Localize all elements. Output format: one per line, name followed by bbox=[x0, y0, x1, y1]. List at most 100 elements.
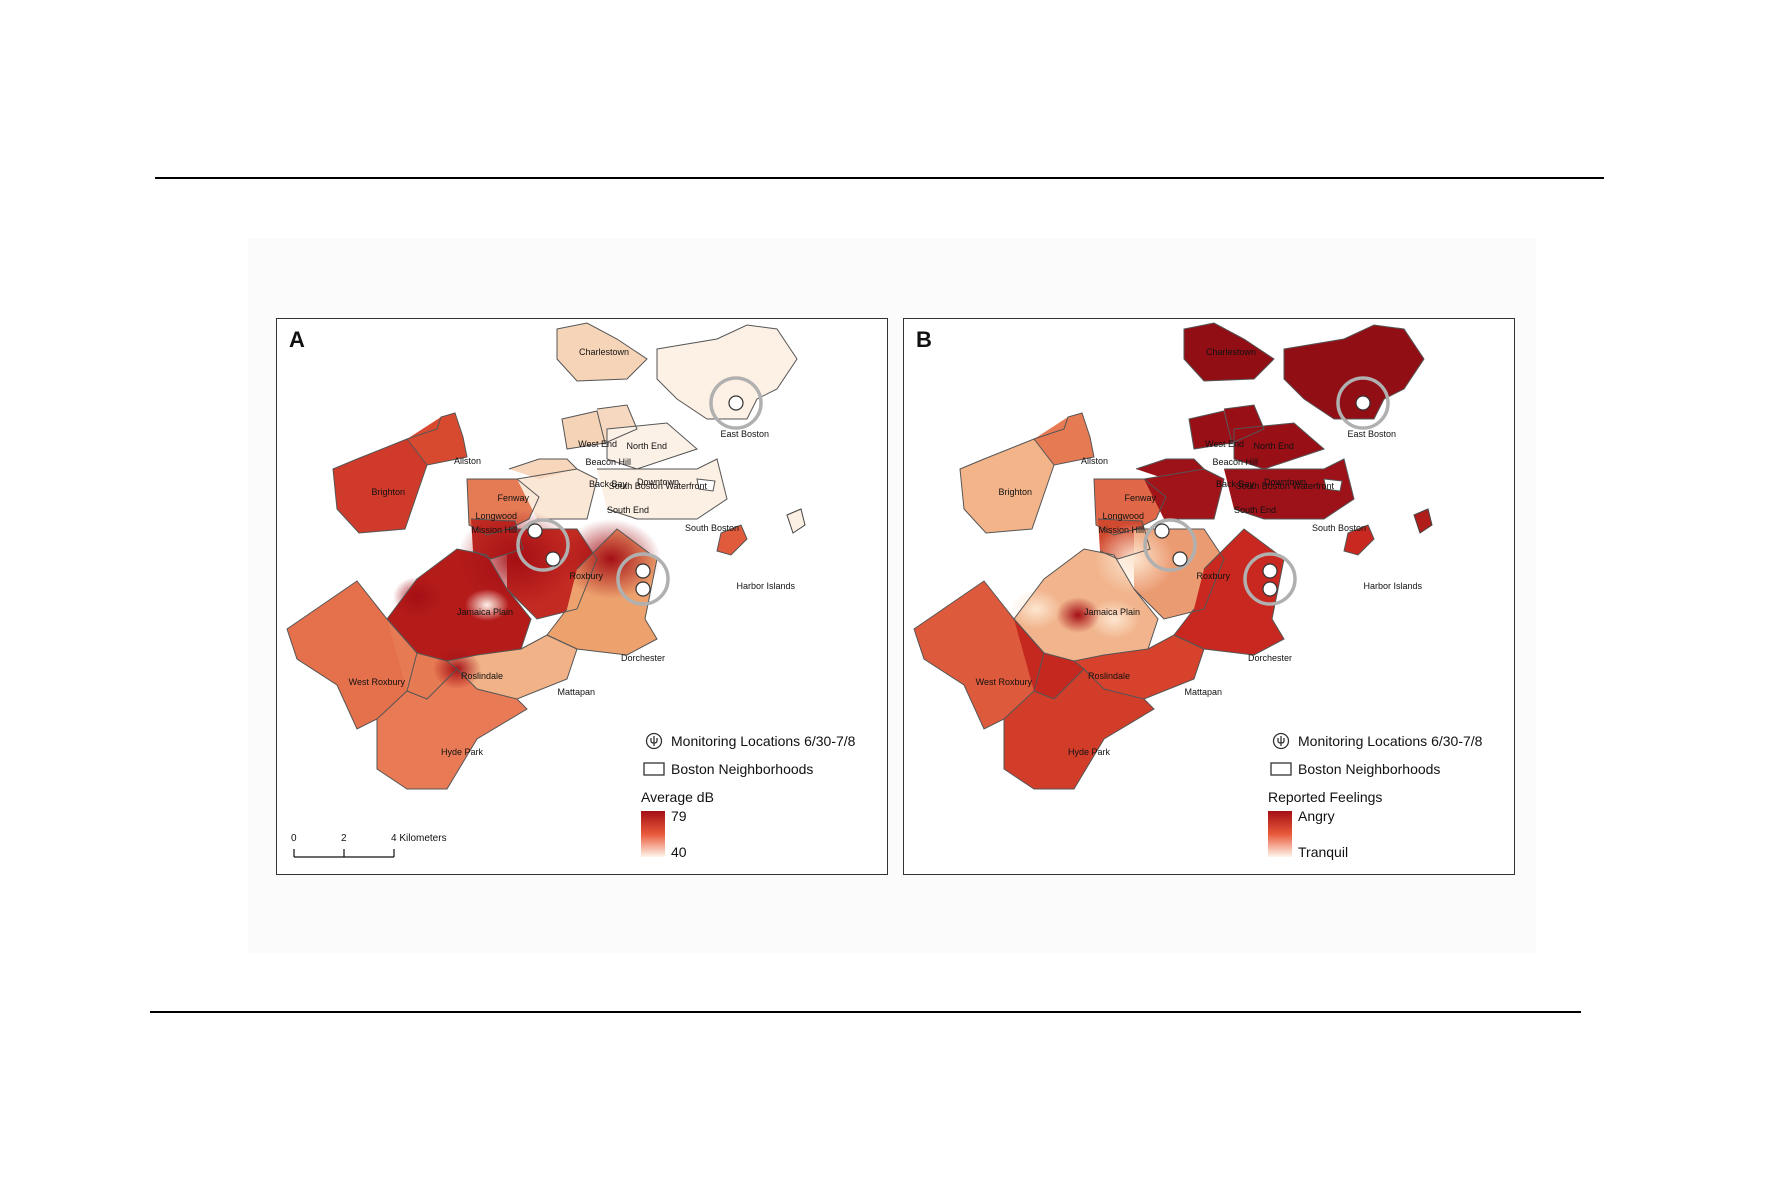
label-roxbury: Roxbury bbox=[569, 571, 603, 581]
label-brighton: Brighton bbox=[371, 487, 405, 497]
legend-a-hood-label: Boston Neighborhoods bbox=[671, 761, 814, 777]
hood-hyde-park-b bbox=[1004, 669, 1154, 789]
monitor-markers-b bbox=[1154, 395, 1371, 597]
label-south-end: South End bbox=[607, 505, 649, 515]
hood-harbor-islands bbox=[717, 525, 747, 555]
hood-sbw-b bbox=[1234, 423, 1324, 469]
label-b-roslindale: Roslindale bbox=[1088, 671, 1130, 681]
hood-south-boston bbox=[597, 459, 727, 519]
label-b-longwood: Longwood bbox=[1102, 511, 1144, 521]
panel-b-letter: B bbox=[916, 327, 932, 352]
label-b-mattapan: Mattapan bbox=[1184, 687, 1222, 697]
label-east-boston: East Boston bbox=[720, 429, 769, 439]
hood-harbor-islands-2 bbox=[786, 508, 806, 534]
panel-a-letter: A bbox=[289, 327, 305, 352]
monitor-icon bbox=[641, 732, 667, 750]
legend-a-ramp: 79 40 bbox=[641, 808, 881, 860]
label-dorchester: Dorchester bbox=[621, 653, 665, 663]
neighborhood-swatch-icon bbox=[1268, 762, 1294, 776]
legend-a-hood-row: Boston Neighborhoods bbox=[641, 755, 881, 783]
monitor-rings-b bbox=[1143, 376, 1390, 606]
legend-a: Monitoring Locations 6/30-7/8 Boston Nei… bbox=[641, 727, 881, 860]
label-sb-waterfront: South Boston Waterfront bbox=[609, 481, 708, 491]
hood-back-bay-b bbox=[1136, 459, 1204, 479]
label-b-west-roxbury: West Roxbury bbox=[976, 677, 1033, 687]
map-a-canvas: Charlestown East Boston West End North E… bbox=[286, 322, 806, 790]
hood-west-roxbury-b bbox=[914, 581, 1044, 729]
hotspots-b bbox=[1010, 523, 1174, 639]
legend-b-ramp-low: Tranquil bbox=[1298, 844, 1349, 860]
legend-a-ramp-low: 40 bbox=[671, 844, 687, 860]
monitor-icon bbox=[1268, 732, 1294, 750]
label-b-allston: Allston bbox=[1081, 456, 1108, 466]
label-b-south-end: South End bbox=[1234, 505, 1276, 515]
hood-west-roxbury bbox=[287, 581, 417, 729]
label-b-east-boston: East Boston bbox=[1347, 429, 1396, 439]
hood-south-end bbox=[517, 469, 597, 519]
neighborhood-labels-b: Charlestown East Boston West End North E… bbox=[976, 347, 1423, 757]
hood-south-end-b bbox=[1144, 469, 1224, 519]
legend-b-ramp-high: Angry bbox=[1298, 808, 1335, 824]
hood-harbor-islands-b bbox=[1344, 525, 1374, 555]
neighborhood-outlines-a bbox=[286, 322, 798, 790]
label-b-fenway: Fenway bbox=[1124, 493, 1156, 503]
hood-sb-waterfront bbox=[607, 423, 697, 469]
hood-east-boston-b bbox=[1284, 325, 1424, 419]
label-b-downtown: Downtown bbox=[1264, 477, 1306, 487]
label-south-boston: South Boston bbox=[685, 523, 739, 533]
label-hyde-park: Hyde Park bbox=[441, 747, 484, 757]
label-mission-hill: Mission Hill bbox=[471, 525, 517, 535]
legend-a-ramp-bar bbox=[641, 811, 665, 857]
legend-b-ramp-title: Reported Feelings bbox=[1268, 789, 1383, 805]
label-jamaica-plain: Jamaica Plain bbox=[457, 607, 513, 617]
hood-harbor-islands-b2 bbox=[1413, 508, 1433, 534]
bottom-rule bbox=[150, 1011, 1581, 1013]
hood-back-bay bbox=[509, 459, 577, 479]
hood-dorchester-b bbox=[1174, 529, 1284, 655]
legend-a-ramp-high: 79 bbox=[671, 808, 687, 824]
monitor-rings-a bbox=[516, 376, 763, 606]
label-b-roxbury: Roxbury bbox=[1196, 571, 1230, 581]
legend-a-ramp-title: Average dB bbox=[641, 789, 714, 805]
label-b-hyde-park: Hyde Park bbox=[1068, 747, 1111, 757]
map-panel-b: Charlestown East Boston West End North E… bbox=[903, 318, 1515, 875]
neighborhood-labels-a: Charlestown East Boston West End North E… bbox=[349, 347, 796, 757]
legend-b-hood-label: Boston Neighborhoods bbox=[1298, 761, 1441, 777]
hood-mattapan bbox=[447, 635, 577, 699]
legend-b: Monitoring Locations 6/30-7/8 Boston Nei… bbox=[1268, 727, 1508, 860]
hood-hyde-park bbox=[377, 669, 527, 789]
hood-charlestown-b bbox=[1184, 323, 1274, 381]
label-downtown: Downtown bbox=[637, 477, 679, 487]
top-rule bbox=[155, 177, 1604, 179]
label-b-jamaica-plain: Jamaica Plain bbox=[1084, 607, 1140, 617]
label-fenway: Fenway bbox=[497, 493, 529, 503]
hood-beacon-westend bbox=[562, 411, 605, 449]
legend-b-hood-row: Boston Neighborhoods bbox=[1268, 755, 1508, 783]
label-charlestown: Charlestown bbox=[579, 347, 629, 357]
hood-beacon-b bbox=[1189, 411, 1232, 449]
map-panel-a: Charlestown East Boston West End North E… bbox=[276, 318, 888, 875]
hood-south-boston-b bbox=[1224, 459, 1354, 519]
label-b-mission-hill: Mission Hill bbox=[1098, 525, 1144, 535]
label-b-north-end: North End bbox=[1253, 441, 1294, 451]
scale-tick-0: 0 bbox=[291, 833, 297, 844]
label-beacon-hill: Beacon Hill bbox=[585, 457, 631, 467]
label-roslindale: Roslindale bbox=[461, 671, 503, 681]
monitor-markers-a bbox=[527, 395, 744, 597]
label-b-south-boston: South Boston bbox=[1312, 523, 1366, 533]
label-b-sb-waterfront: South Boston Waterfront bbox=[1236, 481, 1335, 491]
label-b-dorchester: Dorchester bbox=[1248, 653, 1292, 663]
scale-bar: 0 2 4 Kilometers bbox=[291, 833, 447, 873]
label-harbor-islands: Harbor Islands bbox=[736, 581, 795, 591]
label-b-beacon-hill: Beacon Hill bbox=[1212, 457, 1258, 467]
label-longwood: Longwood bbox=[475, 511, 517, 521]
hotspots-a bbox=[393, 509, 661, 689]
label-west-end: West End bbox=[578, 439, 617, 449]
label-b-back-bay: Back Bay bbox=[1216, 479, 1255, 489]
map-b-canvas: Charlestown East Boston West End North E… bbox=[913, 322, 1433, 790]
hood-allston-b bbox=[1034, 413, 1094, 465]
hood-charlestown bbox=[557, 323, 647, 381]
scale-tick-2: 2 bbox=[341, 833, 347, 844]
label-west-roxbury: West Roxbury bbox=[349, 677, 406, 687]
neighborhood-outlines-b bbox=[913, 322, 1425, 790]
